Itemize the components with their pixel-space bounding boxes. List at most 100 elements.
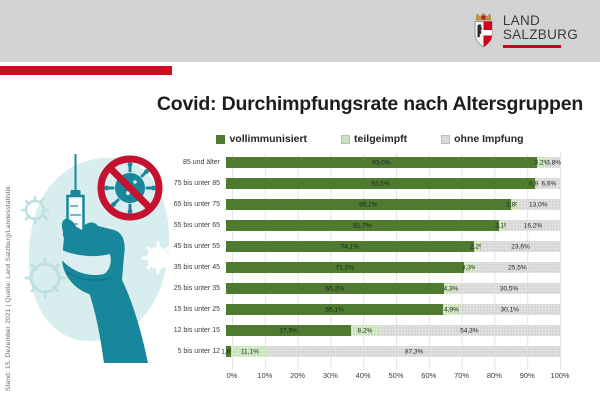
bar-segment-ohne-impfung: 3,8%	[546, 157, 562, 168]
bar-segment-teilgeimpft: 1,8%	[506, 199, 521, 210]
legend-item-teilgeimpft: teilgeimpft	[341, 133, 407, 145]
source-note: Stand: 15. Dezember 2021 | Quelle: Land …	[5, 186, 12, 391]
stacked-bar: 65,1% 4,9% 30,1%	[226, 304, 560, 315]
bar-segment-ohne-impfung: 13,0%	[516, 199, 560, 210]
stacked-bar: 37,5% 8,2% 54,3%	[226, 325, 560, 336]
x-axis-tick: 30%	[322, 371, 338, 380]
bar-segment-teilgeimpft: 11,1%	[231, 346, 269, 357]
value-label: 3,8%	[546, 159, 562, 166]
virus-white-icon	[141, 241, 175, 275]
legend-swatch-teilgeimpft	[341, 134, 351, 144]
legend-swatch-ohne-impfung	[441, 134, 451, 144]
bar-segment-teilgeimpft: 4,3%	[444, 283, 458, 294]
stacked-bar: 92,5% 0,9% 6,6%	[226, 178, 560, 189]
chart-row: 45 bis unter 55 74,1% 2,2% 23,6%	[160, 241, 560, 252]
value-label: 81,7%	[353, 222, 372, 229]
age-group-label: 12 bis unter 15	[173, 327, 220, 334]
age-group-label: 75 bis unter 85	[173, 180, 220, 187]
logo-line2: SALZBURG	[502, 27, 578, 42]
chart-row: 12 bis unter 15 37,5% 8,2% 54,3%	[160, 325, 560, 336]
bar-segment-ohne-impfung: 16,2%	[505, 220, 560, 231]
age-group-label: 5 bis unter 12	[177, 348, 220, 355]
value-label: 2,2%	[469, 243, 485, 250]
age-group-label: 15 bis unter 25	[173, 306, 220, 313]
header-band: LAND SALZBURG	[0, 0, 600, 62]
legend-item-vollimmunisiert: vollimmunisiert	[216, 133, 307, 145]
chart-row: 55 bis unter 65 81,7% 2,1% 16,2%	[160, 220, 560, 231]
stacked-bar: 65,2% 4,3% 30,5%	[226, 283, 560, 294]
legend-swatch-vollimmunisiert	[216, 134, 226, 144]
value-label: 8,2%	[357, 327, 373, 334]
age-group-label: 45 bis unter 55	[173, 243, 220, 250]
age-group-label: 35 bis unter 45	[173, 264, 220, 271]
chart-legend: vollimmunisiert teilgeimpft ohne Impfung	[160, 133, 580, 145]
stacked-bar: 81,7% 2,1% 16,2%	[226, 220, 560, 231]
bar-segment-vollimmunisiert: 85,2%	[226, 199, 511, 210]
value-label: 54,3%	[460, 327, 479, 334]
bar-segment-vollimmunisiert: 65,2%	[226, 283, 444, 294]
chart-row: 85 und älter 93,0% 3,2% 3,8%	[160, 157, 562, 168]
logo-line1: LAND	[502, 13, 541, 28]
x-axis-tick: 100%	[550, 371, 570, 380]
value-label: 11,1%	[240, 348, 259, 355]
age-group-label: 85 und älter	[183, 159, 220, 166]
bar-segment-teilgeimpft: 3,2%	[534, 157, 550, 168]
bar-segment-teilgeimpft: 2,1%	[495, 220, 510, 231]
value-label: 3,3%	[461, 264, 477, 271]
legend-item-ohne-impfung: ohne Impfung	[441, 133, 524, 145]
value-label: 74,1%	[340, 243, 360, 250]
bar-segment-teilgeimpft: 2,2%	[470, 241, 485, 252]
bar-segment-vollimmunisiert: 37,5%	[226, 325, 352, 336]
value-label: 3,2%	[534, 159, 550, 166]
stacked-bar: 85,2% 1,8% 13,0%	[226, 199, 560, 210]
x-axis-tick: 20%	[290, 371, 306, 380]
bar-segment-vollimmunisiert: 92,5%	[226, 178, 535, 189]
x-axis-tick: 90%	[519, 371, 535, 380]
land-salzburg-logo: LAND SALZBURG	[471, 11, 578, 49]
red-accent-bar	[0, 66, 172, 75]
chart-row: 15 bis unter 25 65,1% 4,9% 30,1%	[160, 304, 560, 315]
bar-segment-vollimmunisiert: 65,1%	[226, 304, 444, 315]
logo-red-underline	[502, 45, 561, 48]
page-title: Covid: Durchimpfungsrate nach Altersgrup…	[156, 93, 584, 115]
value-label: 4,9%	[443, 306, 459, 313]
chart-row: 25 bis unter 35 65,2% 4,3% 30,5%	[160, 283, 560, 294]
virus-outline-icon	[20, 195, 50, 225]
stacked-bar: 71,2% 3,3% 25,5%	[226, 262, 560, 273]
virus-outline-icon	[24, 257, 66, 299]
value-label: 71,2%	[335, 264, 355, 271]
bar-segment-ohne-impfung: 23,6%	[481, 241, 560, 252]
stacked-bar: 74,1% 2,2% 23,6%	[226, 241, 560, 252]
value-label: 93,0%	[372, 159, 391, 166]
bar-segment-ohne-impfung: 54,3%	[378, 325, 560, 336]
legend-label: teilgeimpft	[354, 133, 408, 145]
bar-segment-teilgeimpft: 0,9%	[529, 178, 544, 189]
vaccination-illustration	[20, 154, 175, 363]
bar-segment-ohne-impfung: 25,5%	[474, 262, 560, 273]
no-virus-sign-icon	[97, 155, 163, 221]
bar-chart: 85 und älter 93,0% 3,2% 3,8% 75 bis unte…	[160, 153, 570, 380]
x-axis-tick: 0%	[226, 371, 238, 380]
chart-row: 5 bis unter 12 1,6% 11,1% 87,3%	[160, 346, 560, 357]
legend-label: vollimmunisiert	[229, 133, 308, 145]
value-label: 0,9%	[529, 180, 544, 187]
value-label: 13,0%	[529, 201, 548, 208]
chart-row: 75 bis unter 85 92,5% 0,9% 6,6%	[160, 178, 560, 189]
value-label: 23,6%	[511, 243, 530, 250]
x-axis-tick: 40%	[355, 371, 371, 380]
value-label: 30,1%	[500, 306, 519, 313]
age-group-label: 25 bis unter 35	[173, 285, 220, 292]
chart-rows: 85 und älter 93,0% 3,2% 3,8% 75 bis unte…	[160, 157, 562, 357]
bar-segment-ohne-impfung: 87,3%	[268, 346, 560, 357]
value-label: 37,5%	[279, 327, 298, 334]
legend-label: ohne Impfung	[454, 133, 524, 145]
value-label: 6,6%	[541, 180, 557, 187]
chart-row: 35 bis unter 45 71,2% 3,3% 25,5%	[160, 262, 560, 273]
value-label: 16,2%	[523, 222, 543, 229]
bar-segment-ohne-impfung: 30,1%	[459, 304, 560, 315]
salzburg-crest-icon	[474, 12, 493, 48]
x-axis-tick: 70%	[454, 371, 470, 380]
value-label: 87,3%	[404, 348, 424, 355]
x-axis: 0% 10% 20% 30% 40% 50% 60% 70% 80% 90% 100%	[227, 371, 570, 383]
